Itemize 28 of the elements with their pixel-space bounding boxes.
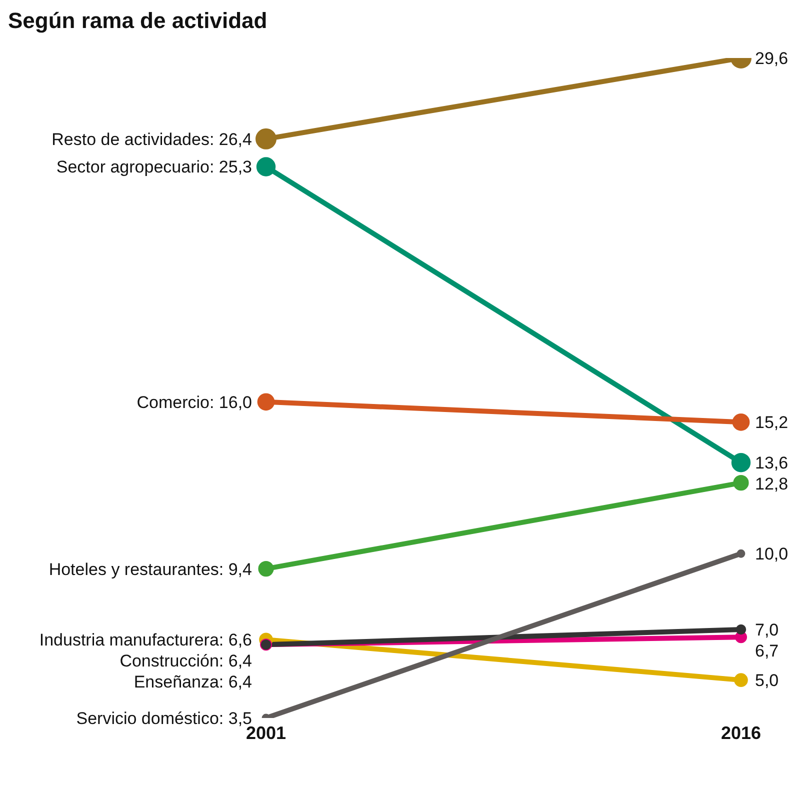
text: Industria manufacturera: 6,6: [39, 630, 252, 650]
point: [257, 393, 275, 411]
point: [733, 475, 749, 491]
text: Resto de actividades: 26,4: [52, 130, 252, 149]
data-label: 15,2: [755, 413, 788, 432]
point: [256, 157, 276, 176]
text: Comercio: 16,0: [136, 392, 252, 412]
x-tick-label: 2016: [720, 722, 762, 743]
point: [731, 453, 751, 472]
point: [736, 624, 746, 635]
point: [734, 673, 748, 687]
data-label: 29,6: [755, 49, 788, 68]
point: [736, 549, 746, 558]
data-label: 10,0: [755, 544, 788, 564]
point: [258, 561, 274, 577]
text: Enseñanza: 6,4: [134, 672, 252, 692]
point: [732, 413, 750, 431]
text: Construcción: 6,4: [120, 652, 252, 671]
chart-title: Según rama de actividad: [8, 8, 268, 35]
data-label: 13,6: [755, 454, 788, 473]
data-label: 6,7: [755, 641, 779, 660]
data-label: 7,0: [755, 620, 779, 640]
data-label: 5,0: [755, 671, 779, 690]
text: Servicio doméstico: 3,5: [76, 709, 252, 728]
text: Sector agropecuario: 25,3: [56, 158, 252, 177]
point: [256, 128, 276, 150]
data-label: 12,8: [755, 474, 788, 494]
text: Hoteles y restaurantes: 9,4: [48, 560, 252, 579]
